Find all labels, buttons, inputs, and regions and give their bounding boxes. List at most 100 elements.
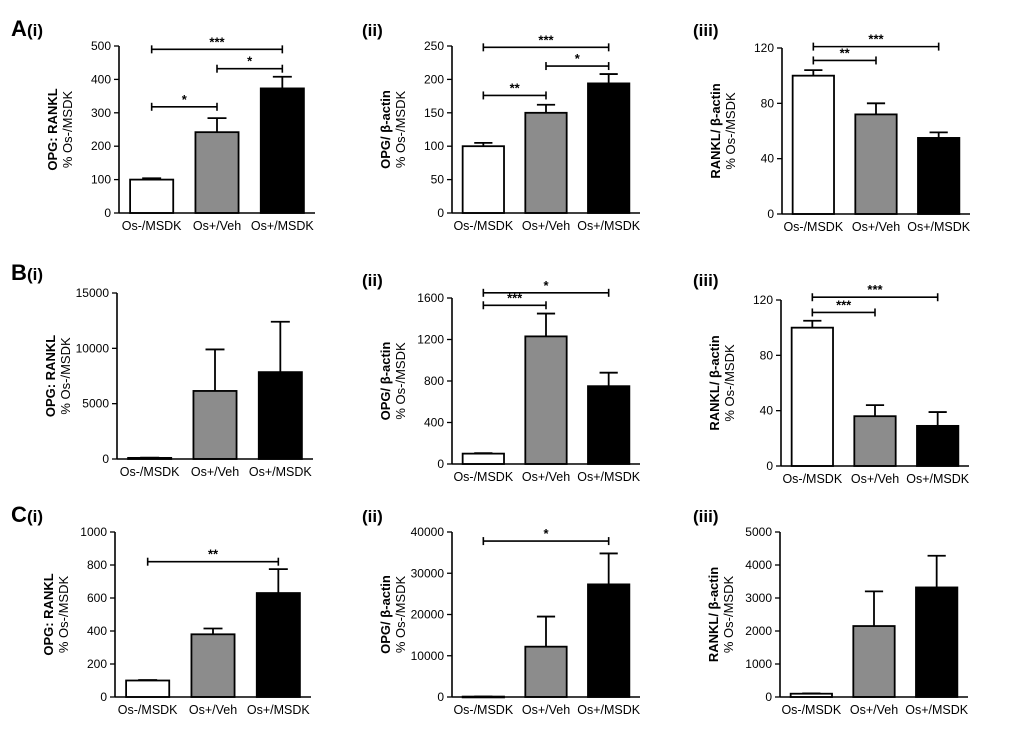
y-axis-title: OPG: RANKL bbox=[41, 573, 56, 655]
x-tick-label: Os+/MSDK bbox=[906, 472, 970, 486]
bar-os-veh bbox=[190, 633, 236, 698]
x-tick-label: Os+/Veh bbox=[522, 703, 570, 717]
chart-panel-b-2: (ii) OPG/ β-actin% Os-/MSDK 0 400 800 1200 160… bbox=[362, 271, 641, 484]
x-tick-label: Os+/MSDK bbox=[577, 219, 641, 233]
x-tick-label: Os+/Veh bbox=[193, 219, 241, 233]
y-tick-label: 40 bbox=[761, 152, 775, 166]
y-tick-label: 600 bbox=[87, 591, 107, 605]
significance-label: * bbox=[543, 526, 549, 541]
x-tick-label: Os+/Veh bbox=[191, 465, 239, 479]
chart-panel-a-2: (ii) OPG/ β-actin% Os-/MSDK 0 50 100 150 200 25… bbox=[362, 21, 641, 233]
bar-os-msdk bbox=[257, 371, 303, 460]
panels: (i)OPG: RANKL% Os-/MSDK0100200300400500O… bbox=[27, 21, 971, 717]
panel-label: (ii) bbox=[362, 507, 383, 526]
bar-os-veh bbox=[524, 335, 568, 465]
significance-label: *** bbox=[507, 290, 523, 305]
chart-panel-b-3: (iii) RANKL/ β-actin% Os-/MSDK 0 40 80 120 Os-… bbox=[693, 271, 970, 486]
significance-label: *** bbox=[868, 32, 884, 47]
y-axis-subtitle: % Os-/MSDK bbox=[393, 342, 408, 420]
bar-os-veh bbox=[852, 625, 896, 698]
y-axis-subtitle: % Os-/MSDK bbox=[721, 576, 736, 654]
y-tick-label: 4000 bbox=[745, 558, 772, 572]
bar-os-msdk bbox=[587, 583, 631, 698]
panel-label: (i) bbox=[27, 21, 43, 40]
chart-panel-c-3: (iii) RANKL/ β-actin% Os-/MSDK 0 1000 2000 30… bbox=[693, 507, 969, 717]
chart-panel-b-1: (i) OPG: RANKL% Os-/MSDK 0 5000 10000 15000 Os… bbox=[27, 265, 313, 479]
y-axis-subtitle: % Os-/MSDK bbox=[393, 576, 408, 654]
bar-os-msdk bbox=[916, 424, 960, 467]
x-tick-label: Os+/MSDK bbox=[577, 703, 641, 717]
y-tick-label: 2000 bbox=[745, 624, 772, 638]
bar-os-msdk bbox=[791, 74, 835, 215]
y-tick-label: 0 bbox=[100, 690, 107, 704]
bar-os-msdk bbox=[790, 326, 834, 467]
x-tick-label: Os-/MSDK bbox=[781, 703, 841, 717]
y-tick-label: 0 bbox=[437, 457, 444, 471]
y-tick-label: 100 bbox=[424, 139, 444, 153]
y-tick-label: 30000 bbox=[411, 566, 445, 580]
chart-panel-a-1: (i) OPG: RANKL% Os-/MSDK 0 100 200 300 400 500 O… bbox=[27, 21, 315, 233]
bar-os-msdk bbox=[259, 87, 305, 214]
panel-label: (iii) bbox=[693, 21, 719, 40]
bar-os-veh bbox=[194, 131, 240, 214]
y-axis-title: RANKL/ β-actin bbox=[707, 335, 722, 430]
x-tick-label: Os+/MSDK bbox=[577, 470, 641, 484]
y-tick-label: 400 bbox=[424, 416, 444, 430]
y-tick-label: 100 bbox=[91, 173, 111, 187]
y-axis-title: OPG/ β-actin bbox=[378, 342, 393, 421]
significance-label: * bbox=[543, 278, 549, 293]
row-label: A bbox=[11, 16, 27, 41]
y-tick-label: 10000 bbox=[411, 649, 445, 663]
panel-label: (ii) bbox=[362, 271, 383, 290]
y-tick-label: 20000 bbox=[411, 608, 445, 622]
bar-os-veh bbox=[524, 645, 568, 698]
y-axis-title: OPG: RANKL bbox=[45, 88, 60, 170]
y-tick-label: 80 bbox=[760, 348, 774, 362]
x-tick-label: Os+/MSDK bbox=[905, 703, 969, 717]
significance-label: *** bbox=[836, 297, 852, 312]
bar-os-msdk bbox=[915, 586, 959, 698]
bar-os-msdk bbox=[125, 679, 171, 698]
row-label: B bbox=[11, 260, 27, 285]
y-tick-label: 5000 bbox=[82, 397, 109, 411]
y-axis-title: RANKL/ β-actin bbox=[708, 83, 723, 178]
y-tick-label: 5000 bbox=[745, 525, 772, 539]
x-tick-label: Os+/MSDK bbox=[251, 219, 315, 233]
y-tick-label: 40 bbox=[760, 404, 774, 418]
y-tick-label: 120 bbox=[753, 293, 773, 307]
y-tick-label: 400 bbox=[87, 624, 107, 638]
y-tick-label: 10000 bbox=[76, 341, 110, 355]
y-tick-label: 50 bbox=[431, 173, 445, 187]
x-tick-label: Os+/MSDK bbox=[907, 220, 971, 234]
panel-label: (i) bbox=[27, 265, 43, 284]
y-tick-label: 0 bbox=[437, 206, 444, 220]
bar-os-msdk bbox=[461, 145, 505, 214]
significance-label: * bbox=[575, 51, 581, 66]
y-tick-label: 0 bbox=[767, 207, 774, 221]
chart-panel-c-2: (ii) OPG/ β-actin% Os-/MSDK 0 10000 20000 300… bbox=[362, 507, 641, 717]
x-tick-label: Os+/Veh bbox=[522, 470, 570, 484]
y-tick-label: 1000 bbox=[745, 657, 772, 671]
significance-label: *** bbox=[209, 34, 225, 49]
chart-panel-c-1: (i) OPG: RANKL% Os-/MSDK 0 200 400 600 800 1000… bbox=[27, 507, 311, 717]
y-tick-label: 1200 bbox=[417, 333, 444, 347]
x-tick-label: Os+/Veh bbox=[522, 219, 570, 233]
y-axis-subtitle: % Os-/MSDK bbox=[722, 344, 737, 422]
x-tick-label: Os-/MSDK bbox=[782, 472, 842, 486]
x-tick-label: Os+/Veh bbox=[850, 703, 898, 717]
x-tick-label: Os+/Veh bbox=[851, 472, 899, 486]
y-tick-label: 120 bbox=[754, 41, 774, 55]
panel-label: (ii) bbox=[362, 21, 383, 40]
y-axis-subtitle: % Os-/MSDK bbox=[393, 91, 408, 169]
y-tick-label: 400 bbox=[91, 72, 111, 86]
bar-os-msdk bbox=[255, 592, 301, 698]
significance-label: ** bbox=[208, 547, 219, 562]
y-axis-subtitle: % Os-/MSDK bbox=[56, 576, 71, 654]
y-tick-label: 300 bbox=[91, 106, 111, 120]
panel-label: (iii) bbox=[693, 271, 719, 290]
chart-panel-a-3: (iii) RANKL/ β-actin% Os-/MSDK 0 40 80 120 Os-… bbox=[693, 21, 971, 234]
bar-os-msdk bbox=[461, 452, 505, 465]
y-tick-label: 40000 bbox=[411, 525, 445, 539]
row-labels: A B C bbox=[11, 16, 27, 527]
x-tick-label: Os-/MSDK bbox=[122, 219, 182, 233]
